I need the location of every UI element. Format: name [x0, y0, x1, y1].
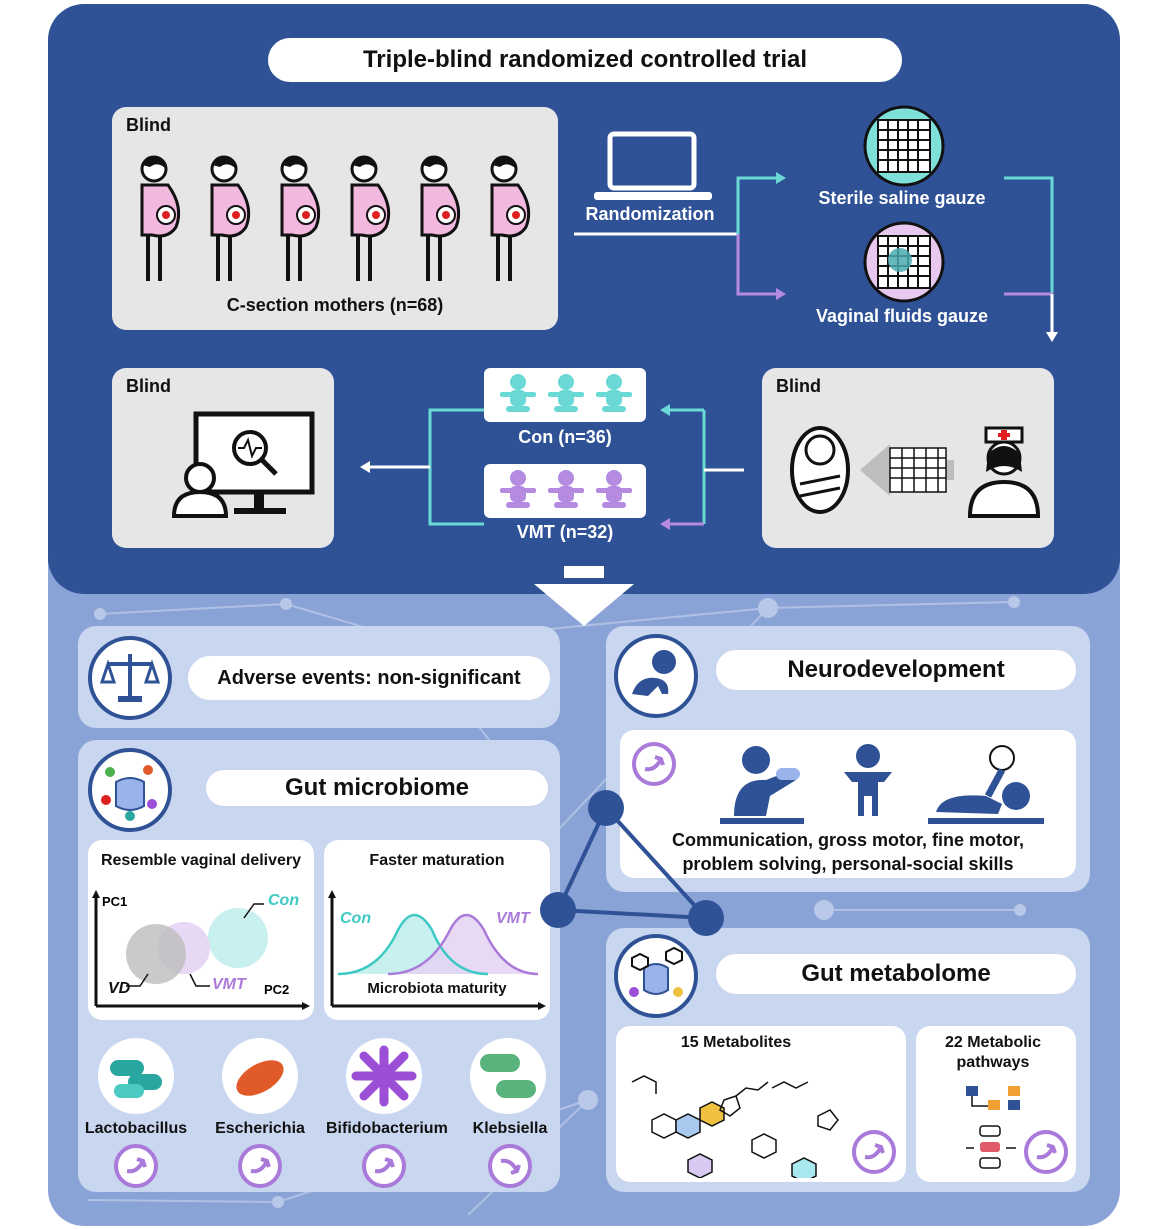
skills-line-2: problem solving, personal-social skills: [682, 854, 1014, 874]
neurodevelopment-title: Neurodevelopment: [716, 650, 1076, 690]
baby-icon: [500, 470, 632, 508]
mothers-box: Blind C-section mothers (n=68): [112, 107, 558, 330]
molecule-icon: [614, 934, 698, 1018]
maturation-card: Faster maturation Con VMT Microbiota mat…: [324, 840, 550, 1020]
assessment-box: Blind: [112, 368, 334, 548]
maturity-axis-label: Microbiota maturity: [367, 980, 507, 997]
network-hub: [540, 790, 724, 936]
con-curve-label: Con: [340, 910, 372, 927]
bacteria-row: Lactobacillus Escherichia Bifidobacteriu…: [78, 1030, 560, 1190]
metabolites-card: 15 Metabolites: [616, 1026, 906, 1182]
vaginal-gauze-label: Vaginal fluids gauze: [815, 306, 989, 326]
trial-title: Triple-blind randomized controlled trial: [268, 38, 902, 82]
gut-metabolome-card: Gut metabolome 15 Metabolites 22 Metabol…: [606, 928, 1090, 1192]
scale-icon: [88, 636, 172, 720]
pathways-line-1: 22 Metabolic: [944, 1034, 1042, 1051]
brain-baby-icon: [614, 634, 698, 718]
bacteria-label-lactobacillus: Lactobacillus: [84, 1120, 188, 1137]
maturity-curves: [328, 890, 546, 1010]
vmt-baby-chip: [484, 464, 646, 518]
blind-label: Blind: [776, 376, 821, 396]
pregnant-mother-icon: [210, 154, 251, 283]
down-arrow-small-icon: [488, 1144, 532, 1188]
nurse-box: Blind: [762, 368, 1054, 548]
gauze-icon: [863, 105, 945, 187]
nurse-icon: [967, 426, 1041, 518]
adverse-events-card: Adverse events: non-significant: [78, 626, 560, 728]
bacteria-label-klebsiella: Klebsiella: [472, 1120, 548, 1137]
faster-title: Faster maturation: [369, 852, 505, 869]
neurodevelopment-card: Neurodevelopment Communication, gross mo…: [606, 626, 1090, 892]
lactobacillus-icon: [98, 1038, 174, 1114]
skills-line-1: Communication, gross motor, fine motor,: [671, 830, 1025, 850]
bacteria-label-bifidobacterium: Bifidobacterium: [326, 1120, 448, 1137]
gut-metabolome-title: Gut metabolome: [716, 954, 1076, 994]
vmt-group-label: VMT (n=32): [516, 522, 614, 542]
pregnant-mother-icon: [490, 154, 531, 283]
neuro-skills-card: Communication, gross motor, fine motor, …: [620, 730, 1076, 878]
gauze-icon: [863, 221, 945, 303]
con-group-label: Con (n=36): [518, 427, 612, 447]
blind-label: Blind: [126, 376, 171, 396]
pathways-line-2: pathways: [956, 1054, 1030, 1071]
group-arrows-right: [660, 404, 744, 530]
newborn-nurse-scene: [790, 426, 1041, 518]
metabolites-title: 15 Metabolites: [680, 1034, 792, 1051]
up-arrow-icon: [362, 1144, 406, 1188]
pregnant-mother-icon: [140, 154, 181, 283]
down-arrow-icon: [534, 566, 634, 626]
laptop-icon: [594, 131, 712, 200]
gut-microbiome-card: Gut microbiome Resemble vaginal delivery…: [78, 740, 560, 1192]
mothers-caption: C-section mothers (n=68): [226, 295, 444, 315]
vd-label: VD: [108, 980, 131, 997]
escherichia-icon: [222, 1038, 298, 1114]
molecule-structures: [631, 1075, 839, 1178]
group-arrows: [360, 408, 484, 526]
pregnant-mother-icon: [280, 154, 321, 283]
adverse-events-label: Adverse events: non-significant: [188, 656, 550, 700]
up-arrow-icon: [1024, 1130, 1068, 1174]
randomization-label: Randomization: [585, 204, 715, 224]
resemble-card: Resemble vaginal delivery PC1 PC2 Con VM…: [88, 840, 314, 1020]
gut-microbiome-title: Gut microbiome: [206, 770, 548, 806]
microbes-icon: [88, 748, 172, 832]
monitor-analysis-icon: [171, 411, 315, 518]
blind-label: Blind: [126, 115, 171, 135]
up-arrow-icon: [114, 1144, 158, 1188]
pregnant-mother-icon: [350, 154, 391, 283]
pathway-flow-icon: [966, 1086, 1020, 1169]
randomization-arrows: [574, 172, 1058, 342]
milestone-icons: [720, 744, 1044, 824]
baby-icon: [500, 374, 632, 412]
pcoa-plot: [92, 890, 310, 1010]
con-baby-chip: [484, 368, 646, 422]
bifidobacterium-icon: [346, 1038, 422, 1114]
vmt-curve-label: VMT: [496, 910, 530, 927]
up-arrow-icon: [238, 1144, 282, 1188]
pc2-label: PC2: [264, 982, 290, 997]
resemble-title: Resemble vaginal delivery: [100, 852, 302, 869]
vmt-label: VMT: [212, 976, 246, 993]
gauze-icon: [889, 447, 947, 493]
sterile-gauze-label: Sterile saline gauze: [818, 188, 986, 208]
pregnant-mother-icon: [420, 154, 461, 283]
pathways-card: 22 Metabolic pathways: [916, 1026, 1076, 1182]
con-label: Con: [268, 892, 300, 909]
up-arrow-icon: [632, 742, 676, 786]
bacteria-label-escherichia: Escherichia: [215, 1120, 305, 1137]
up-arrow-icon: [852, 1130, 896, 1174]
pregnant-mothers-group: [140, 154, 531, 283]
pc1-label: PC1: [102, 894, 128, 909]
newborn-icon: [790, 426, 850, 514]
klebsiella-icon: [470, 1038, 546, 1114]
